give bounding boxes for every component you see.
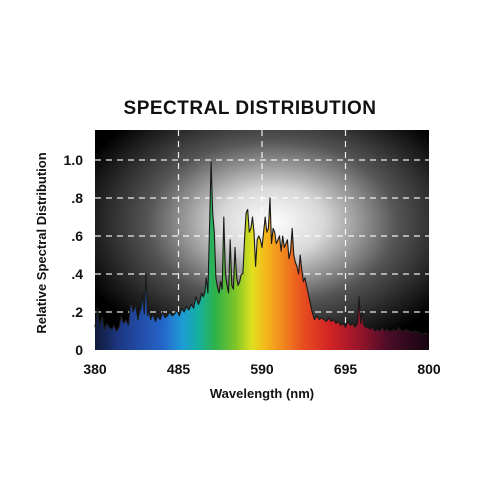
y-tick-label: 0 <box>75 342 83 358</box>
x-tick-label: 590 <box>250 361 274 377</box>
chart-title: SPECTRAL DISTRIBUTION <box>123 98 377 119</box>
y-tick-label: 1.0 <box>64 152 84 168</box>
spectrum-area <box>95 161 429 350</box>
y-tick-label: .4 <box>71 266 83 282</box>
x-tick-label: 485 <box>167 361 191 377</box>
spectrum-line <box>94 161 430 336</box>
y-tick-label: .6 <box>71 228 83 244</box>
y-tick-label: .8 <box>71 190 83 206</box>
x-tick-label: 695 <box>334 361 358 377</box>
y-tick-label: .2 <box>71 304 83 320</box>
x-tick-label: 800 <box>417 361 441 377</box>
x-axis-label: Wavelength (nm) <box>209 386 315 401</box>
x-tick-label: 380 <box>83 361 107 377</box>
